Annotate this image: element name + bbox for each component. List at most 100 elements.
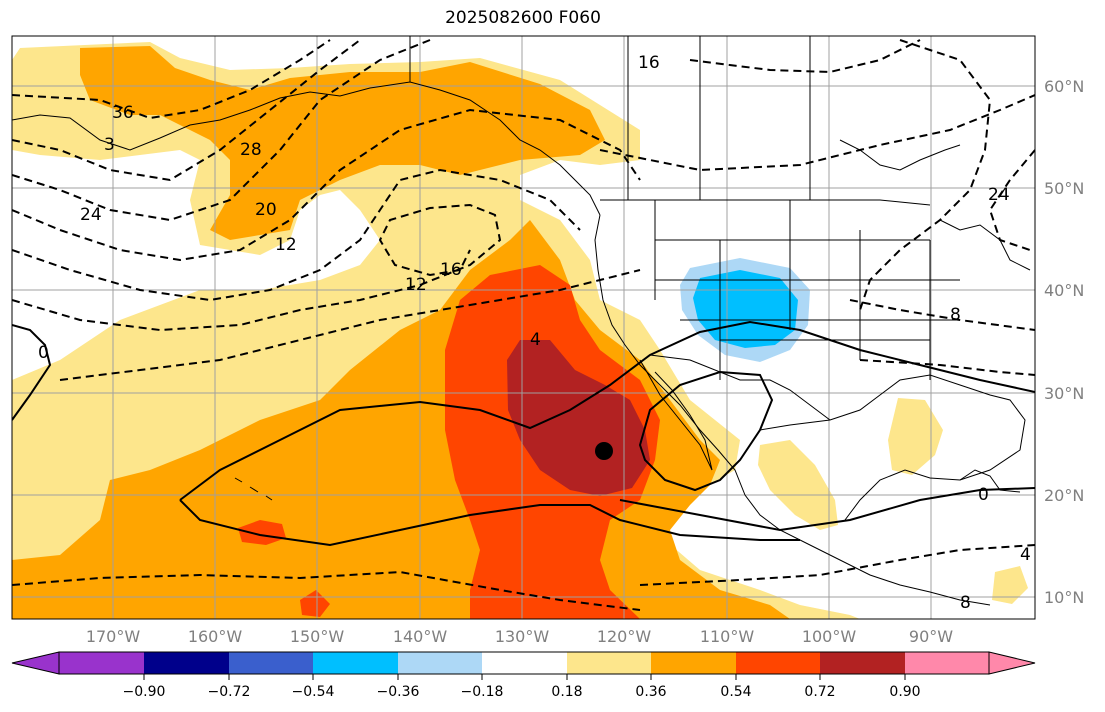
- solid-contour-zero-west: [12, 324, 52, 421]
- colorbar-segment: [398, 652, 482, 674]
- shading-pos-4: [507, 340, 650, 496]
- coast-great-lakes: [939, 219, 1031, 271]
- lat-tick-label: 30°N: [1044, 384, 1084, 403]
- shade-yellow-caribbean-blob: [992, 566, 1028, 604]
- border-us-canada: [600, 199, 931, 206]
- shade-yellow-gulf-blob: [888, 398, 943, 475]
- contour-label: 24: [80, 205, 102, 225]
- colorbar-label: −0.36: [377, 684, 420, 700]
- border-us-mexico: [649, 354, 831, 421]
- solid-contour-mexico-loop: [638, 370, 774, 492]
- contour-label: 8: [960, 593, 971, 613]
- colorbar-label: −0.90: [123, 684, 166, 700]
- dashed-contour-14: [849, 299, 1035, 331]
- lat-tick-label: 60°N: [1044, 77, 1084, 96]
- lon-tick-label: 130°W: [495, 627, 550, 646]
- colorbar-label: 0.18: [551, 684, 582, 700]
- lat-tick-labels: 60°N 50°N 40°N 30°N 20°N 10°N: [1044, 77, 1084, 607]
- border-states-1: [654, 200, 931, 380]
- coast-gulf: [759, 374, 1026, 521]
- dashed-contour-11: [599, 94, 1035, 172]
- dashed-contour-13: [988, 149, 1035, 251]
- lon-tick-label: 170°W: [86, 627, 141, 646]
- contour-label: 12: [275, 235, 297, 255]
- contour-label: 12: [405, 275, 427, 295]
- shade-orange-gulf-of-alaska: [80, 46, 605, 240]
- colorbar-label: −0.18: [461, 684, 504, 700]
- lon-tick-label: 150°W: [290, 627, 345, 646]
- contour-label: 16: [440, 260, 462, 280]
- colorbar-segment: [736, 652, 820, 674]
- graticule: [12, 36, 1035, 619]
- contour-labels: 16 36 3 28 20 24 12 12 16 4 0 0 8 24 4 8: [38, 53, 1031, 613]
- dashed-contour-2: [12, 39, 361, 182]
- shade-redorange-small: [238, 520, 286, 545]
- contour-label: 16: [638, 53, 660, 73]
- dashed-contour-6: [12, 203, 502, 332]
- contour-label: 4: [530, 330, 541, 350]
- solid-contour-lower-loop: [179, 499, 800, 547]
- colorbar-extend-high: [988, 651, 1036, 675]
- dashed-contour-9: [639, 544, 1035, 586]
- dashed-contours: [12, 39, 1035, 611]
- border-canada-provinces: [627, 36, 811, 200]
- colorbar-label: 0.54: [720, 684, 751, 700]
- colorbar-segment: [144, 652, 229, 674]
- lon-tick-label: 120°W: [597, 627, 652, 646]
- lon-tick-label: 90°W: [909, 627, 953, 646]
- islands-hawaii: [234, 477, 273, 501]
- colorbar-label: 0.72: [804, 684, 835, 700]
- dashed-contour-4: [12, 108, 641, 262]
- contour-label: 0: [38, 343, 49, 363]
- coastlines: [12, 36, 1031, 606]
- colorbar-segment: [313, 652, 398, 674]
- shade-darkred-core: [507, 340, 650, 496]
- colorbar: −0.90 −0.72 −0.54 −0.36 −0.18 0.18 0.36 …: [11, 651, 1036, 700]
- colorbar-segment: [905, 652, 989, 674]
- contour-label: 3: [104, 135, 115, 155]
- coast-alaska: [12, 81, 601, 216]
- map-title: 2025082600 F060: [445, 8, 601, 28]
- contour-label: 20: [255, 200, 277, 220]
- lat-tick-label: 40°N: [1044, 281, 1084, 300]
- map-frame: [11, 35, 1036, 620]
- contour-label: 24: [988, 185, 1010, 205]
- colorbar-label: 0.90: [889, 684, 920, 700]
- dashed-contour-10: [689, 39, 921, 74]
- colorbar-segment: [229, 652, 313, 674]
- shade-yellow-mexico-blob: [758, 440, 838, 530]
- lat-tick-label: 20°N: [1044, 486, 1084, 505]
- lon-tick-label: 160°W: [188, 627, 243, 646]
- colorbar-ticks: [143, 674, 906, 680]
- lon-tick-label: 100°W: [802, 627, 857, 646]
- coast-florida-cuba: [959, 469, 1021, 493]
- colorbar-frame: [58, 651, 990, 675]
- solid-contour-subtropical-loop: [179, 320, 1035, 501]
- colorbar-segment: [567, 652, 651, 674]
- contour-label: 4: [1020, 545, 1031, 565]
- colorbar-segment: [651, 652, 736, 674]
- contour-label: 28: [240, 140, 262, 160]
- lat-tick-label: 10°N: [1044, 588, 1084, 607]
- coast-baja: [639, 359, 713, 471]
- border-states-2: [655, 239, 960, 341]
- colorbar-segment: [820, 652, 905, 674]
- lon-tick-label: 140°W: [393, 627, 448, 646]
- contour-label: 8: [950, 305, 961, 325]
- storm-center-marker: [595, 442, 613, 460]
- lon-tick-label: 110°W: [700, 627, 755, 646]
- lat-tick-label: 50°N: [1044, 179, 1084, 198]
- dashed-contour-3: [12, 39, 431, 222]
- map-plot-area: 16 36 3 28 20 24 12 12 16 4 0 0 8 24 4 8: [12, 36, 1035, 619]
- colorbar-extend-low: [11, 651, 60, 675]
- colorbar-label: −0.72: [208, 684, 251, 700]
- contour-label: 36: [112, 103, 134, 123]
- dashed-contour-7: [59, 269, 641, 381]
- dashed-contour-15: [859, 359, 1035, 376]
- dashed-contour-8: [12, 570, 641, 611]
- colorbar-segment: [482, 652, 567, 674]
- solid-contour-zero-east: [619, 487, 1035, 532]
- dashed-contour-12: [859, 39, 992, 311]
- contour-label: 0: [978, 485, 989, 505]
